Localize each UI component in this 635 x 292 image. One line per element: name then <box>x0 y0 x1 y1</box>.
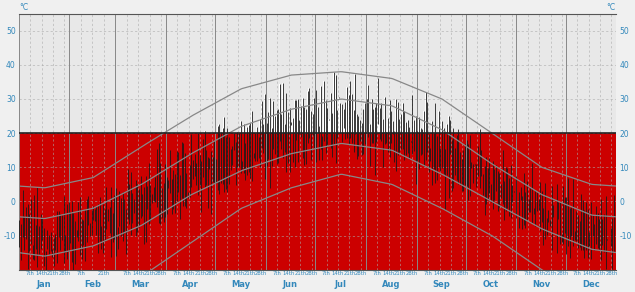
Bar <box>18 133 617 270</box>
Text: °C: °C <box>19 3 29 12</box>
Bar <box>18 14 617 133</box>
Text: °C: °C <box>606 3 616 12</box>
